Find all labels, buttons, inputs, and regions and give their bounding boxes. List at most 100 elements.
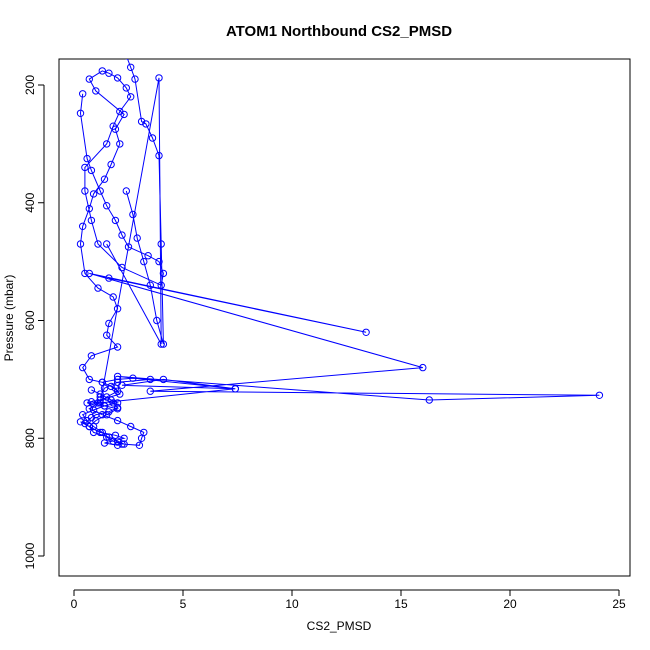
data-point (81, 269, 89, 278)
data-point (159, 375, 168, 384)
series-line-2 (125, 59, 164, 345)
data-point (105, 433, 113, 441)
data-point (113, 416, 122, 425)
x-tick-label: 15 (394, 597, 408, 611)
data-point (146, 387, 155, 395)
data-point (113, 403, 122, 412)
data-point (96, 399, 104, 407)
data-point (85, 405, 94, 413)
data-point (100, 175, 109, 183)
data-point (113, 375, 122, 384)
data-point (81, 163, 89, 172)
x-tick-label: 5 (180, 597, 187, 611)
data-point (231, 385, 240, 393)
data-point (131, 75, 139, 83)
x-tick-label: 10 (285, 597, 299, 611)
data-point (142, 120, 150, 128)
data-point (113, 74, 122, 82)
data-point (98, 67, 107, 75)
data-point (124, 59, 128, 60)
data-point (94, 240, 102, 248)
data-point (122, 187, 131, 195)
data-point (103, 433, 111, 441)
data-point (113, 372, 122, 381)
data-point (109, 293, 117, 301)
data-point (105, 274, 113, 282)
data-point (96, 428, 104, 437)
data-point (83, 154, 91, 163)
data-point (76, 240, 85, 248)
data-point (96, 187, 104, 195)
data-point (87, 386, 96, 394)
data-point (122, 84, 131, 92)
data-point (103, 202, 111, 210)
data-point (89, 190, 98, 198)
series-layer (76, 59, 604, 449)
data-point (79, 411, 87, 419)
y-tick-label: 200 (23, 75, 37, 95)
data-point (144, 252, 152, 260)
data-point (79, 363, 87, 372)
data-point (94, 284, 102, 292)
x-tick-label: 0 (71, 597, 78, 611)
data-point (135, 441, 144, 449)
y-axis: 200 400 600 800 1000 (23, 75, 45, 569)
data-point (107, 160, 115, 169)
x-axis: 0 5 10 15 20 25 (71, 589, 626, 611)
data-point (137, 117, 146, 126)
data-point (76, 109, 85, 118)
data-point (140, 257, 148, 266)
data-point (140, 428, 148, 437)
data-point (133, 234, 141, 242)
y-axis-label: Pressure (mbar) (2, 275, 16, 362)
data-point (81, 187, 89, 195)
data-point (153, 316, 161, 325)
data-point (113, 399, 122, 407)
data-point (105, 319, 113, 328)
data-point (129, 210, 137, 219)
data-point (113, 441, 122, 449)
data-point (118, 231, 126, 239)
data-point (107, 396, 115, 404)
data-point (103, 240, 111, 248)
data-point (113, 343, 122, 351)
y-tick-label: 1000 (23, 542, 37, 569)
data-point (85, 204, 94, 213)
y-tick-label: 400 (23, 192, 37, 212)
data-point (98, 428, 107, 437)
data-point (155, 257, 163, 266)
chart-title: ATOM1 Northbound CS2_PMSD (226, 23, 452, 40)
data-point (157, 240, 165, 248)
series-line-3 (89, 77, 600, 404)
series-line-1 (79, 70, 164, 446)
data-point (92, 87, 100, 95)
data-point (103, 331, 111, 339)
data-point (425, 396, 433, 404)
data-point (113, 387, 122, 395)
data-point (79, 222, 87, 231)
data-point (148, 134, 157, 142)
data-point (100, 384, 109, 392)
data-point (105, 408, 113, 416)
data-point (155, 74, 163, 82)
data-point (83, 416, 91, 425)
data-point (87, 166, 96, 175)
y-tick-label: 800 (23, 428, 37, 448)
data-point (89, 422, 98, 431)
data-point (89, 406, 98, 414)
data-point (116, 140, 124, 148)
data-point (87, 216, 96, 225)
data-point (111, 125, 120, 133)
data-point (109, 437, 117, 445)
data-point (118, 381, 126, 389)
data-point (419, 363, 427, 372)
plot-area-frame (58, 58, 631, 577)
data-point (595, 391, 604, 399)
x-tick-label: 20 (503, 597, 517, 611)
data-point (87, 352, 96, 360)
data-point (118, 440, 126, 448)
data-point (85, 269, 94, 278)
x-axis-label: CS2_PMSD (307, 619, 372, 633)
data-point (127, 63, 135, 72)
